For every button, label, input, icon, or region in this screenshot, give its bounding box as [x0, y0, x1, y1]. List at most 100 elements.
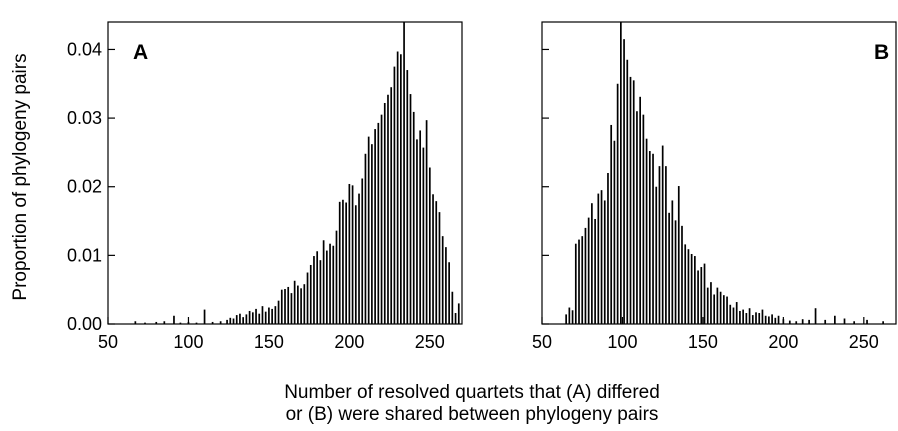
- histogram-bar: [448, 262, 450, 324]
- histogram-bar: [607, 173, 609, 324]
- histogram-bar: [677, 186, 680, 324]
- histogram-bar: [574, 243, 577, 324]
- histogram-bar: [742, 309, 744, 324]
- histogram-bar: [751, 315, 754, 324]
- histogram-bar: [435, 201, 438, 324]
- histogram-bar: [843, 318, 846, 324]
- histogram-bar: [771, 314, 773, 324]
- histogram-bar: [332, 245, 335, 324]
- histogram-bar: [584, 227, 587, 324]
- y-tick-label: 0.01: [67, 245, 102, 265]
- y-tick-label: 0.03: [67, 108, 102, 128]
- x-tick-label: 50: [532, 332, 552, 352]
- histogram-bar: [732, 307, 735, 324]
- y-tick-label: 0.00: [67, 314, 102, 334]
- x-tick-label: 250: [849, 332, 879, 352]
- histogram-bar: [626, 59, 629, 324]
- histogram-bar: [690, 253, 693, 324]
- histogram-bar: [665, 166, 667, 324]
- histogram-bar: [354, 205, 357, 324]
- histogram-bar: [853, 321, 856, 324]
- histogram-bar: [393, 66, 396, 325]
- histogram-bar: [658, 166, 661, 324]
- histogram-bar: [687, 249, 690, 324]
- y-tick-label: 0.02: [67, 177, 102, 197]
- x-tick-label: 250: [415, 332, 445, 352]
- histogram-bar: [419, 130, 422, 324]
- histogram-bar: [195, 322, 198, 324]
- histogram-bar: [342, 199, 344, 324]
- histogram-bar: [768, 316, 770, 324]
- histogram-bar: [454, 313, 457, 324]
- panel-a-frame: [107, 21, 463, 325]
- panel-a-label: A: [133, 41, 148, 64]
- panel-a-bars: [134, 22, 460, 325]
- histogram-bar: [325, 250, 328, 324]
- histogram-bar: [306, 272, 309, 324]
- histogram-bar: [409, 94, 412, 324]
- histogram-bar: [403, 22, 405, 324]
- histogram-bar: [264, 311, 267, 324]
- histogram-bar: [758, 313, 761, 324]
- histogram-bar: [290, 293, 293, 324]
- histogram-bar: [297, 285, 299, 324]
- histogram-bar: [726, 296, 728, 324]
- x-axis-title-line2: or (B) were shared between phylogeny pai…: [286, 404, 659, 425]
- panel-b-axes: 50 100 150 200 250: [532, 48, 879, 352]
- histogram-bar: [719, 291, 722, 324]
- histogram-bar: [636, 111, 638, 324]
- histogram-bar: [364, 153, 367, 324]
- histogram-bar: [280, 289, 283, 324]
- histogram-bar: [235, 315, 238, 324]
- histogram-bar: [396, 51, 399, 324]
- histogram-bar: [623, 39, 625, 324]
- histogram-bar: [335, 230, 338, 324]
- histogram-bar: [371, 144, 373, 324]
- histogram-bar: [351, 185, 354, 324]
- x-tick-label: 50: [98, 332, 118, 352]
- y-axis-title: Proportion of phylogeny pairs: [10, 53, 31, 300]
- panel-b: 50 100 150 200 250 B: [532, 21, 897, 352]
- histogram-bar: [390, 87, 393, 324]
- histogram-bar: [655, 186, 658, 324]
- histogram-bar: [597, 193, 600, 324]
- histogram-bar: [578, 239, 580, 324]
- histogram-bar: [587, 217, 590, 324]
- histogram-bar: [616, 83, 619, 325]
- histogram-bar: [684, 244, 687, 324]
- histogram-bar: [729, 304, 732, 324]
- histogram-bar: [661, 145, 664, 324]
- histogram-bar: [329, 243, 331, 324]
- histogram-bar: [774, 317, 777, 324]
- histogram-bar: [866, 319, 868, 324]
- histogram-bar: [700, 267, 703, 324]
- histogram-bar: [277, 300, 280, 324]
- histogram-bar: [639, 96, 641, 324]
- histogram-bar: [134, 321, 137, 324]
- histogram-bar: [338, 201, 341, 324]
- panel-b-label: B: [874, 41, 889, 64]
- histogram-bar: [211, 321, 214, 324]
- histogram-bar: [400, 54, 402, 324]
- y-tick-label: 0.04: [67, 39, 102, 59]
- histogram-bar: [300, 288, 302, 324]
- x-tick-label: 150: [688, 332, 718, 352]
- histogram-bar: [367, 136, 370, 324]
- histogram-bar: [703, 263, 706, 324]
- histogram-bar: [706, 287, 709, 324]
- histogram-bar: [358, 193, 360, 324]
- histogram-bar: [268, 307, 270, 324]
- histogram-bar: [755, 312, 757, 324]
- histogram-bar: [610, 124, 613, 324]
- histogram-bar: [258, 313, 261, 324]
- histogram-bar: [274, 306, 277, 324]
- histogram-bar: [581, 236, 584, 324]
- histogram-bar: [571, 310, 574, 324]
- histogram-bar: [255, 308, 257, 324]
- histogram-bar: [603, 200, 606, 324]
- histogram-bar: [681, 225, 683, 324]
- histogram-bar: [155, 321, 158, 324]
- panel-b-frame: [541, 21, 897, 325]
- histogram-bar: [179, 322, 182, 324]
